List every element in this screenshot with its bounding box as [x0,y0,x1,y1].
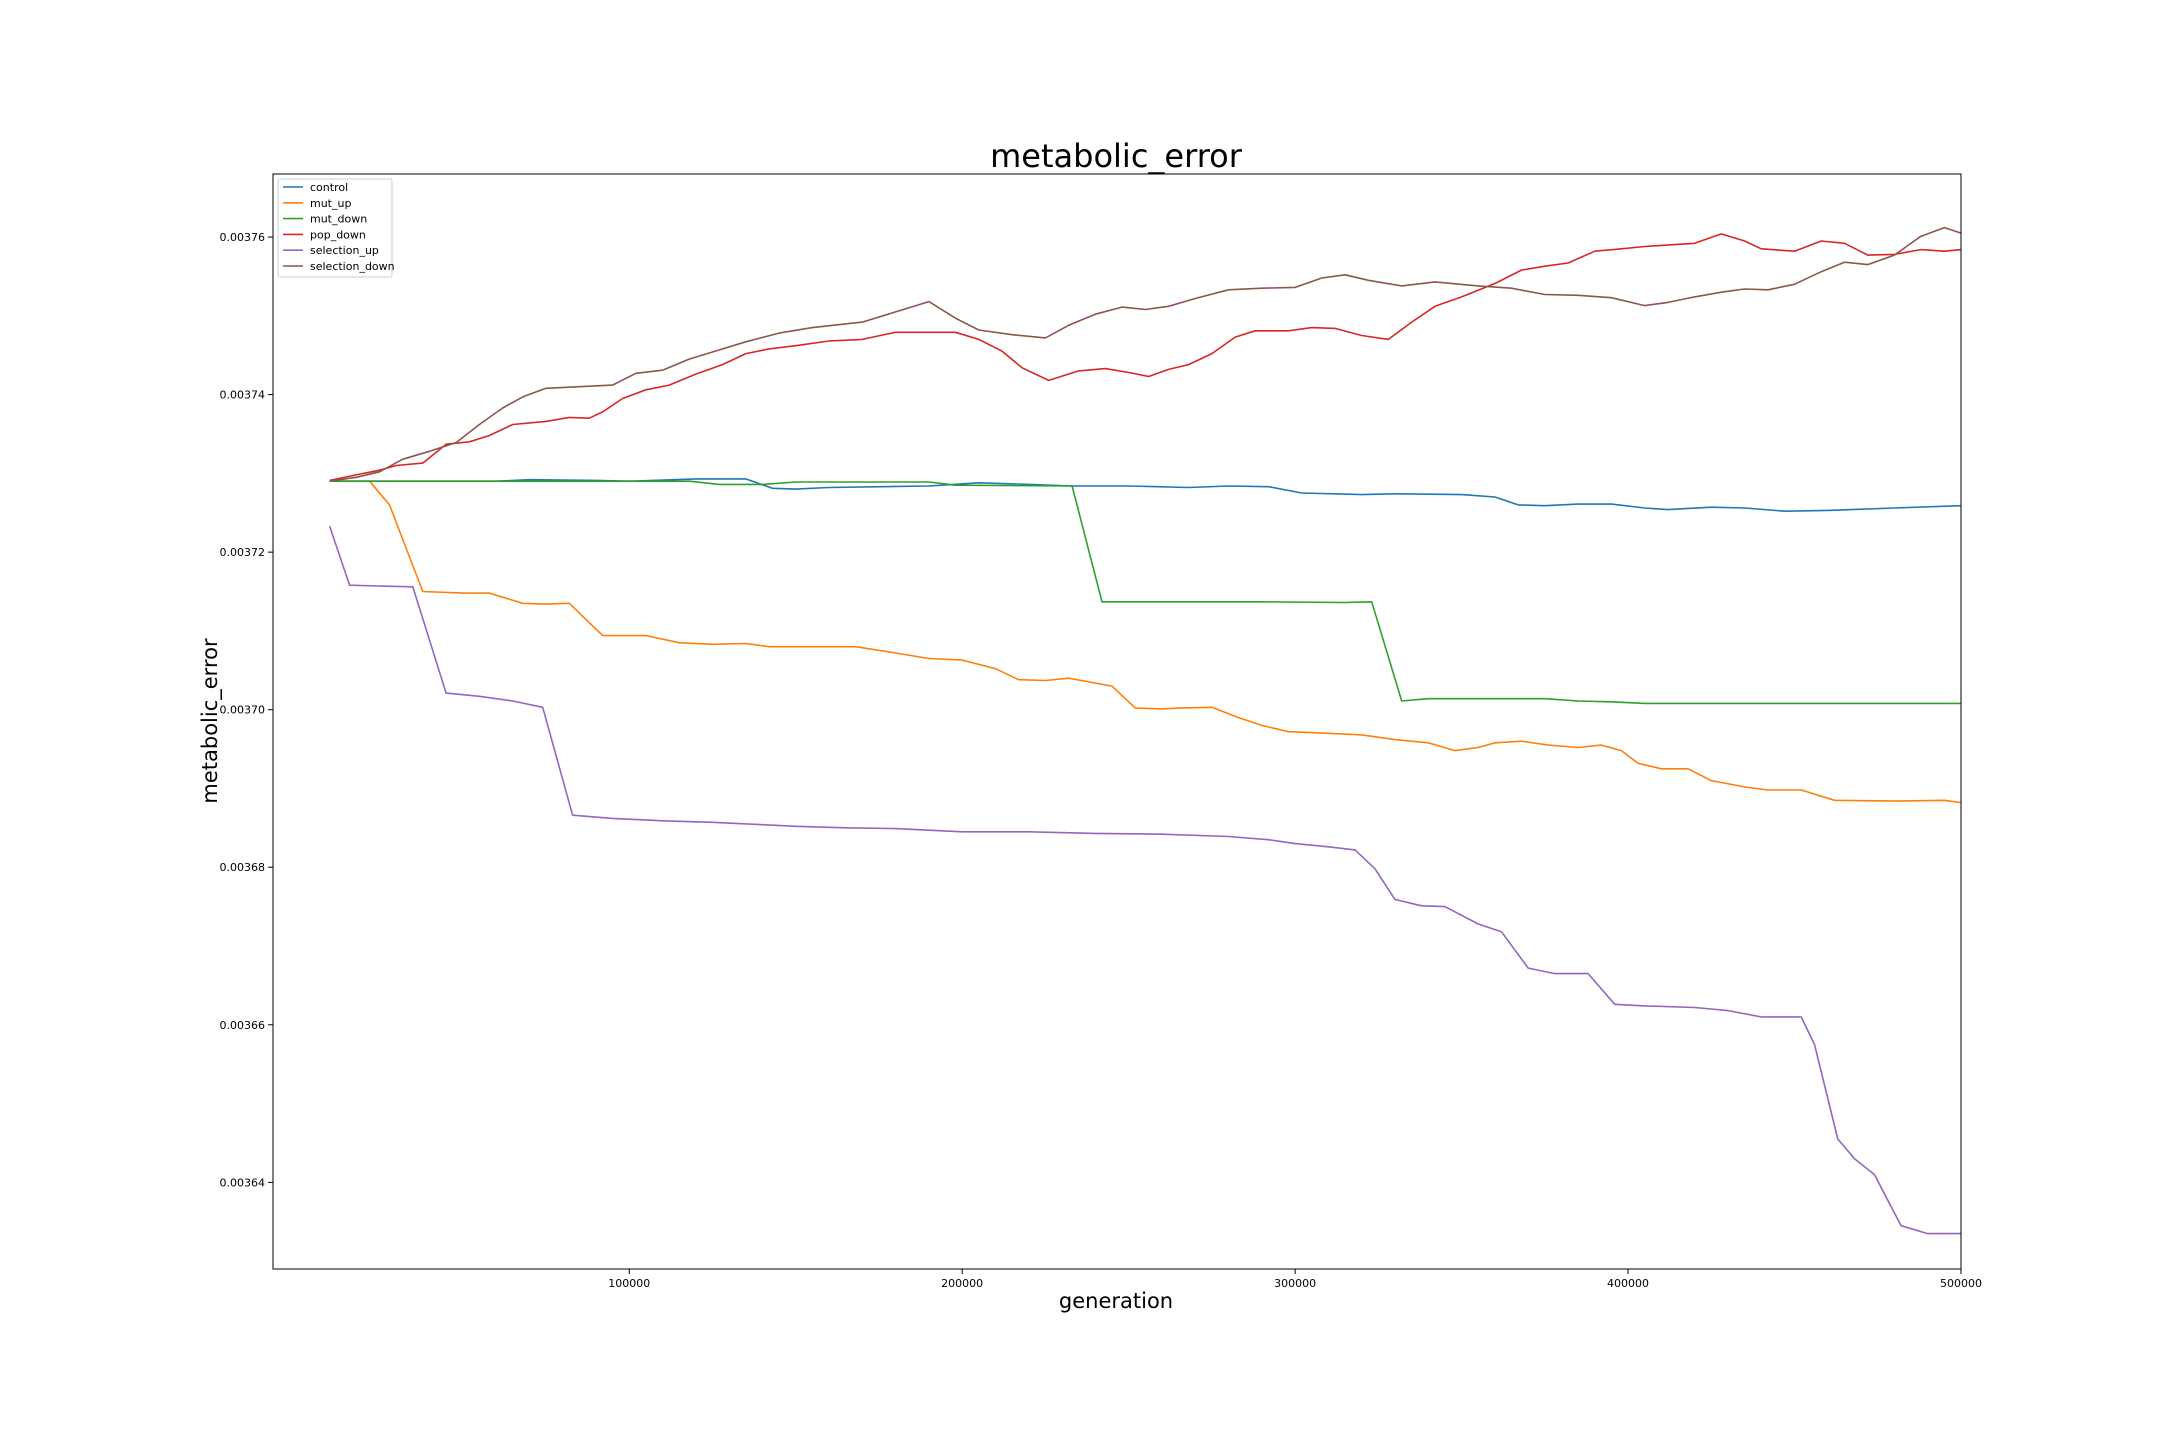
series-line-selection-down [329,226,1962,482]
plot-frame [272,173,1962,1270]
y-tick-label: 0.00366 [220,1019,266,1032]
series-layer [328,226,1962,1235]
x-tick-label: 200000 [941,1277,983,1290]
legend-label-control: control [310,181,348,194]
y-tick-label: 0.00374 [220,389,266,402]
series-line-mut-up [329,480,1962,804]
y-tick-label: 0.00376 [220,231,266,244]
legend-label-mut-up: mut_up [310,197,351,210]
legend-label-mut-down: mut_down [310,213,367,226]
y-tick-label: 0.00372 [220,546,266,559]
x-tick-label: 500000 [1940,1277,1982,1290]
legend-items: control mut_up mut_down pop_down selection_u… [283,181,395,273]
series-line-control [329,478,1962,512]
y-axis-ticks: 0.00364 0.00366 0.00368 0.00370 0.00372 0.003… [220,231,273,1189]
series-line-mut-down [329,480,1961,705]
legend-box [277,178,393,278]
y-axis-label: metabolic_error [198,638,223,804]
y-tick-label: 0.00368 [220,861,266,874]
y-tick-label: 0.00370 [220,704,266,717]
chart-title: metabolic_error [990,137,1243,175]
legend-label-pop-down: pop_down [310,228,366,241]
series-line-pop-down [329,233,1962,482]
x-tick-label: 400000 [1607,1277,1649,1290]
y-tick-label: 0.00364 [220,1176,266,1189]
x-tick-label: 300000 [1274,1277,1316,1290]
legend-label-selection-down: selection_down [310,260,395,273]
series-line-selection-up [328,525,1961,1235]
legend: control mut_up mut_down pop_down selection_u… [277,178,395,278]
x-tick-label: 100000 [608,1277,650,1290]
x-axis-ticks: 100000 200000 300000 400000 500000 [608,1269,1982,1290]
x-axis-label: generation [1059,1289,1173,1313]
legend-label-selection-up: selection_up [310,244,379,257]
